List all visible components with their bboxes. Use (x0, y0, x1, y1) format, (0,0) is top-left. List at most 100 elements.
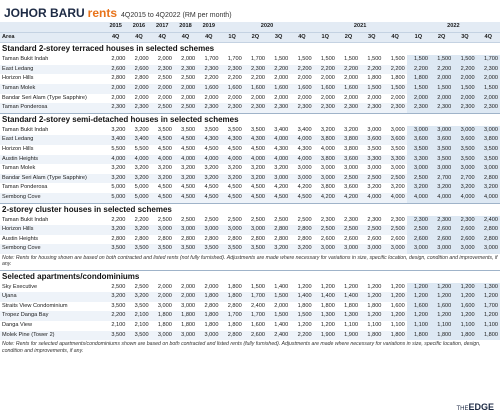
rent-value: 3,200 (390, 184, 405, 191)
rent-value: 1,600 (243, 83, 267, 94)
rent-value: 3,200 (220, 173, 244, 184)
year-header: 2015 (104, 22, 128, 33)
rent-value: 1,200 (453, 282, 477, 293)
rent-value: 1,200 (406, 292, 430, 302)
area-name: East Ledang (0, 135, 105, 145)
rent-value: 4,500 (227, 184, 242, 191)
rent-value: 3,500 (476, 154, 500, 165)
rent-value: 3,600 (383, 135, 407, 145)
rent-value: 1,500 (297, 56, 312, 63)
rent-value: 1,200 (297, 322, 312, 329)
rent-value: 2,000 (297, 94, 312, 101)
rent-value: 3,200 (111, 126, 126, 133)
rent-value: 2,500 (173, 103, 198, 114)
rent-value: 2,800 (227, 302, 242, 309)
section-title: 2-storey cluster houses in selected sche… (0, 202, 500, 216)
data-row: Austin Heights 2,800 2,800 2,800 2,800 2,800 2… (0, 234, 500, 245)
rent-value: 2,200 (430, 64, 454, 75)
rent-value: 1,800 (181, 322, 196, 329)
rent-value: 2,200 (383, 64, 407, 75)
rent-value: 5,000 (134, 184, 149, 191)
rent-value: 3,200 (150, 173, 174, 184)
section-row: 2-storey cluster houses in selected sche… (0, 202, 500, 216)
rent-value: 3,200 (134, 165, 149, 172)
rent-value: 3,200 (344, 126, 359, 133)
rent-value: 3,200 (127, 225, 151, 235)
area-name: Taman Bukit Indah (2, 56, 49, 63)
rent-value: 2,500 (313, 225, 337, 235)
rent-value: 3,200 (274, 165, 289, 172)
rent-value: 5,000 (111, 184, 126, 191)
rent-value: 3,000 (406, 244, 430, 254)
rent-value: 3,800 (336, 135, 361, 145)
rent-value: 1,800 (173, 311, 198, 322)
rent-value: 3,500 (390, 145, 405, 152)
quarter-header: 4Q (173, 32, 198, 44)
rent-value: 4,500 (290, 192, 314, 203)
rent-value: 3,000 (476, 244, 500, 254)
area-name: Taman Molek (0, 83, 105, 94)
rent-value: 3,300 (383, 154, 407, 165)
rent-value: 4,000 (383, 192, 407, 203)
rent-value: 2,000 (476, 93, 500, 104)
section-title: Standard 2-storey terraced houses in sel… (0, 42, 500, 56)
area-name: Taman Ponderosa (0, 103, 105, 114)
rent-value: 3,200 (127, 173, 151, 184)
rent-value: 4,500 (181, 184, 196, 191)
rent-value: 3,200 (197, 173, 221, 184)
rent-value: 1,200 (430, 292, 454, 302)
rent-value: 4,000 (320, 145, 335, 152)
rent-value: 1,200 (390, 283, 405, 290)
rent-value: 3,800 (313, 135, 337, 145)
rent-value: 1,200 (320, 283, 335, 290)
rent-value: 4,000 (267, 154, 291, 165)
rent-value: 3,000 (476, 125, 500, 136)
rent-value: 3,500 (251, 126, 265, 133)
rent-value: 1,100 (430, 321, 454, 331)
rent-value: 1,400 (290, 292, 314, 302)
rent-value: 3,000 (383, 244, 407, 254)
rent-value: 2,800 (111, 235, 126, 242)
rent-value: 4,000 (104, 154, 128, 165)
rent-value: 4,500 (227, 145, 242, 152)
rent-value: 3,000 (476, 164, 500, 174)
rent-value: 4,000 (197, 154, 221, 165)
area-name: Taman Ponderosa (2, 184, 48, 191)
rent-value: 2,200 (134, 216, 149, 223)
rent-value: 2,800 (274, 235, 289, 242)
data-row: Horizon Hills 2,800 2,800 2,500 2,500 2,200 2,… (0, 74, 500, 84)
rent-value: 4,000 (290, 135, 314, 145)
rent-value: 2,800 (204, 302, 219, 309)
rent-value: 1,300 (336, 311, 361, 322)
year-header: 2018 (173, 22, 198, 33)
rent-value: 2,400 (476, 215, 500, 226)
rent-value: 1,200 (383, 311, 407, 322)
rent-value: 4,200 (297, 184, 312, 191)
rent-value: 3,500 (204, 126, 219, 133)
rent-value: 1,200 (383, 292, 407, 302)
area-name: Ujana (0, 292, 105, 302)
area-name: Horizon Hills (2, 75, 34, 82)
rent-value: 2,800 (181, 235, 196, 242)
rent-value: 3,500 (127, 330, 151, 341)
rent-value: 2,800 (267, 225, 291, 235)
rent-value: 2,600 (406, 234, 430, 245)
rent-value: 3,200 (406, 183, 430, 193)
rent-value: 3,800 (320, 184, 335, 191)
rent-value: 1,500 (290, 311, 314, 322)
rent-value: 1,800 (360, 330, 384, 341)
rent-value: 2,300 (476, 64, 500, 75)
rent-value: 4,500 (251, 145, 265, 152)
area-name: Taman Molek (2, 165, 36, 172)
rent-value: 2,000 (367, 94, 382, 101)
rent-value: 2,000 (320, 75, 335, 82)
rent-value: 4,500 (181, 145, 196, 152)
rent-value: 2,000 (104, 83, 128, 94)
rent-value: 2,600 (320, 235, 335, 242)
rent-value: 1,800 (390, 75, 405, 82)
rent-value: 4,200 (336, 192, 361, 203)
rent-value: 3,200 (104, 225, 128, 235)
rent-value: 2,500 (157, 216, 172, 223)
rent-value: 1,500 (383, 83, 407, 94)
rent-value: 1,200 (320, 322, 335, 329)
